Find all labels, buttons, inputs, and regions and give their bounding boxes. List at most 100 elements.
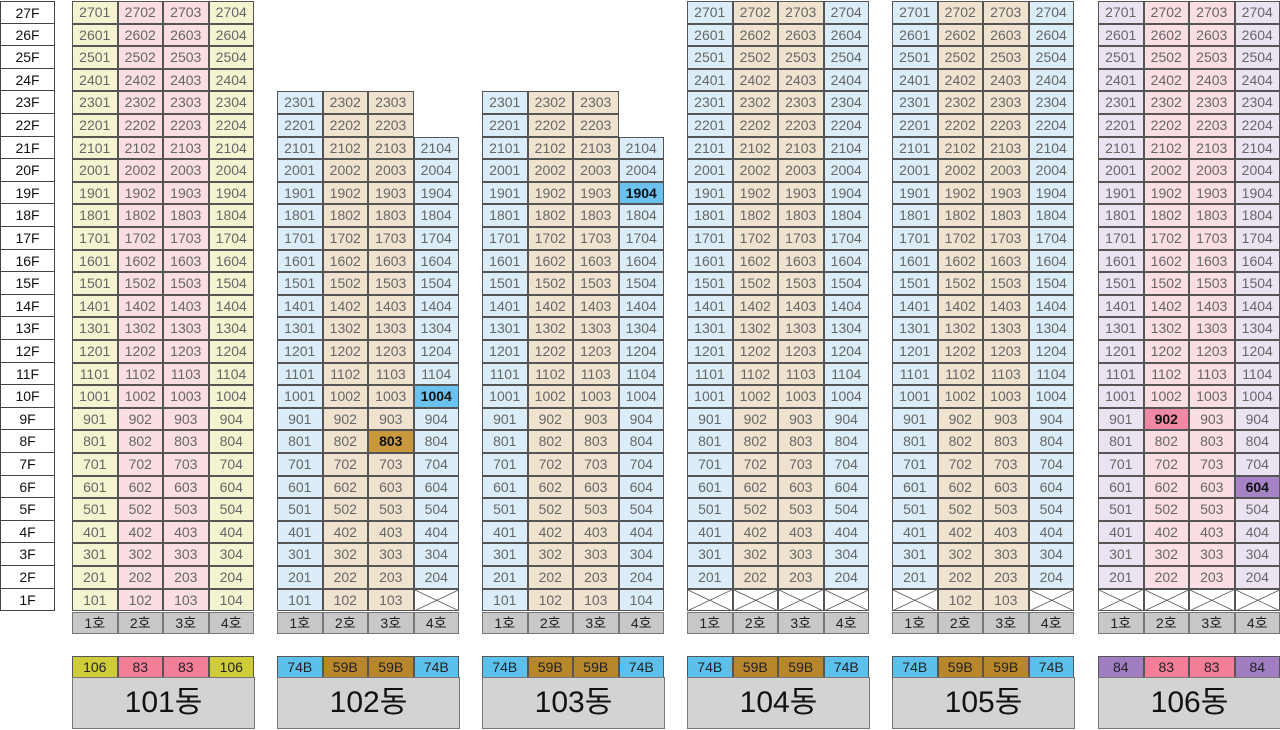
unit-cell[interactable]: 802 bbox=[117, 430, 163, 453]
unit-cell[interactable]: 1101 bbox=[892, 362, 938, 386]
unit-cell[interactable]: 804 bbox=[1234, 430, 1280, 453]
unit-cell[interactable]: 2101 bbox=[687, 136, 733, 160]
unit-cell[interactable]: 1004 bbox=[1028, 385, 1074, 408]
unit-cell[interactable]: 2304 bbox=[208, 91, 254, 114]
unit-cell[interactable]: 1601 bbox=[482, 249, 528, 273]
unit-cell[interactable]: 1601 bbox=[1098, 249, 1144, 273]
unit-cell[interactable]: 2703 bbox=[163, 1, 209, 24]
unit-cell[interactable]: 602 bbox=[1143, 475, 1189, 499]
unit-cell[interactable]: 1704 bbox=[1234, 227, 1280, 250]
unit-cell[interactable]: 604 bbox=[823, 475, 869, 499]
unit-cell[interactable]: 2204 bbox=[208, 114, 254, 137]
unit-cell[interactable]: 2404 bbox=[1234, 68, 1280, 92]
unit-cell[interactable]: 1604 bbox=[208, 249, 254, 273]
unit-cell[interactable]: 702 bbox=[937, 453, 983, 476]
unit-cell[interactable]: 2103 bbox=[573, 136, 619, 160]
unit-cell[interactable]: 2403 bbox=[1189, 68, 1235, 92]
unit-cell[interactable]: 503 bbox=[778, 498, 824, 521]
unit-cell[interactable]: 103 bbox=[368, 588, 414, 612]
unit-cell[interactable]: 1204 bbox=[208, 340, 254, 363]
unit-cell[interactable]: 201 bbox=[277, 566, 323, 589]
unit-cell[interactable]: 1003 bbox=[573, 385, 619, 408]
unit-cell[interactable]: 803 bbox=[163, 430, 209, 453]
unit-cell[interactable]: 1903 bbox=[368, 181, 414, 205]
unit-cell[interactable]: 703 bbox=[368, 453, 414, 476]
unit-cell[interactable]: 1904 bbox=[208, 181, 254, 205]
unit-cell[interactable]: 1303 bbox=[983, 317, 1029, 340]
unit-cell[interactable]: 804 bbox=[823, 430, 869, 453]
unit-cell[interactable]: 404 bbox=[1028, 520, 1074, 544]
unit-cell[interactable]: 2403 bbox=[778, 68, 824, 92]
unit-cell[interactable]: 403 bbox=[778, 520, 824, 544]
unit-cell[interactable]: 2103 bbox=[778, 136, 824, 160]
unit-cell[interactable]: 2004 bbox=[1028, 159, 1074, 182]
unit-cell[interactable]: 202 bbox=[527, 566, 573, 589]
unit-cell[interactable]: 1404 bbox=[413, 294, 459, 318]
unit-cell[interactable]: 1704 bbox=[413, 227, 459, 250]
unit-cell[interactable]: 1502 bbox=[1143, 272, 1189, 295]
unit-cell[interactable]: 503 bbox=[1189, 498, 1235, 521]
unit-cell[interactable]: 904 bbox=[823, 407, 869, 431]
unit-cell[interactable]: 2703 bbox=[1189, 1, 1235, 24]
unit-cell[interactable]: 1601 bbox=[892, 249, 938, 273]
unit-cell[interactable]: 2203 bbox=[983, 114, 1029, 137]
unit-cell[interactable]: 2303 bbox=[368, 91, 414, 114]
unit-cell[interactable]: 2401 bbox=[72, 68, 118, 92]
unit-cell[interactable]: 2402 bbox=[937, 68, 983, 92]
unit-cell[interactable]: 2203 bbox=[1189, 114, 1235, 137]
unit-cell[interactable]: 401 bbox=[482, 520, 528, 544]
unit-cell[interactable]: 1602 bbox=[527, 249, 573, 273]
unit-cell[interactable]: 1604 bbox=[1028, 249, 1074, 273]
unit-cell[interactable]: 902 bbox=[527, 407, 573, 431]
unit-cell[interactable]: 1703 bbox=[1189, 227, 1235, 250]
unit-cell[interactable]: 2301 bbox=[1098, 91, 1144, 114]
unit-cell[interactable]: 1501 bbox=[687, 272, 733, 295]
unit-cell[interactable]: 702 bbox=[322, 453, 368, 476]
unit-cell[interactable]: 1701 bbox=[482, 227, 528, 250]
unit-cell[interactable]: 2704 bbox=[823, 1, 869, 24]
unit-cell[interactable]: 1102 bbox=[937, 362, 983, 386]
unit-cell[interactable]: 1003 bbox=[1189, 385, 1235, 408]
unit-cell[interactable]: 704 bbox=[1028, 453, 1074, 476]
unit-cell[interactable]: 601 bbox=[277, 475, 323, 499]
unit-cell[interactable]: 1303 bbox=[368, 317, 414, 340]
unit-cell[interactable]: 1601 bbox=[72, 249, 118, 273]
unit-cell[interactable]: 1002 bbox=[322, 385, 368, 408]
unit-cell[interactable]: 1102 bbox=[732, 362, 778, 386]
unit-cell[interactable]: 1101 bbox=[72, 362, 118, 386]
unit-cell[interactable]: 1104 bbox=[1234, 362, 1280, 386]
unit-cell[interactable]: 1602 bbox=[117, 249, 163, 273]
unit-cell[interactable]: 303 bbox=[983, 543, 1029, 566]
unit-cell[interactable]: 1701 bbox=[892, 227, 938, 250]
unit-cell[interactable]: 404 bbox=[413, 520, 459, 544]
unit-cell[interactable]: 903 bbox=[163, 407, 209, 431]
unit-cell[interactable]: 803 bbox=[573, 430, 619, 453]
unit-cell[interactable]: 804 bbox=[618, 430, 664, 453]
unit-cell[interactable]: 2404 bbox=[208, 68, 254, 92]
unit-cell[interactable]: 1102 bbox=[117, 362, 163, 386]
unit-cell[interactable]: 2202 bbox=[117, 114, 163, 137]
unit-cell[interactable]: 102 bbox=[937, 588, 983, 612]
unit-cell[interactable]: 2001 bbox=[687, 159, 733, 182]
unit-cell[interactable]: 402 bbox=[322, 520, 368, 544]
unit-cell[interactable]: 1701 bbox=[1098, 227, 1144, 250]
unit-cell[interactable]: 403 bbox=[368, 520, 414, 544]
unit-cell[interactable]: 901 bbox=[72, 407, 118, 431]
unit-cell[interactable]: 2204 bbox=[1028, 114, 1074, 137]
unit-cell[interactable]: 1904 bbox=[1028, 181, 1074, 205]
unit-cell[interactable]: 1004 bbox=[618, 385, 664, 408]
unit-cell[interactable]: 2203 bbox=[778, 114, 824, 137]
unit-cell[interactable]: 2004 bbox=[823, 159, 869, 182]
unit-cell[interactable]: 2103 bbox=[163, 136, 209, 160]
unit-cell[interactable]: 1901 bbox=[482, 181, 528, 205]
unit-cell[interactable]: 203 bbox=[573, 566, 619, 589]
unit-cell[interactable]: 2503 bbox=[163, 46, 209, 69]
unit-cell[interactable]: 1804 bbox=[1234, 204, 1280, 227]
unit-cell[interactable]: 1201 bbox=[1098, 340, 1144, 363]
unit-cell[interactable]: 1804 bbox=[413, 204, 459, 227]
unit-cell[interactable]: 1001 bbox=[277, 385, 323, 408]
unit-cell[interactable]: 703 bbox=[778, 453, 824, 476]
unit-cell[interactable]: 1504 bbox=[1234, 272, 1280, 295]
unit-cell[interactable]: 1202 bbox=[1143, 340, 1189, 363]
unit-cell[interactable]: 1603 bbox=[778, 249, 824, 273]
